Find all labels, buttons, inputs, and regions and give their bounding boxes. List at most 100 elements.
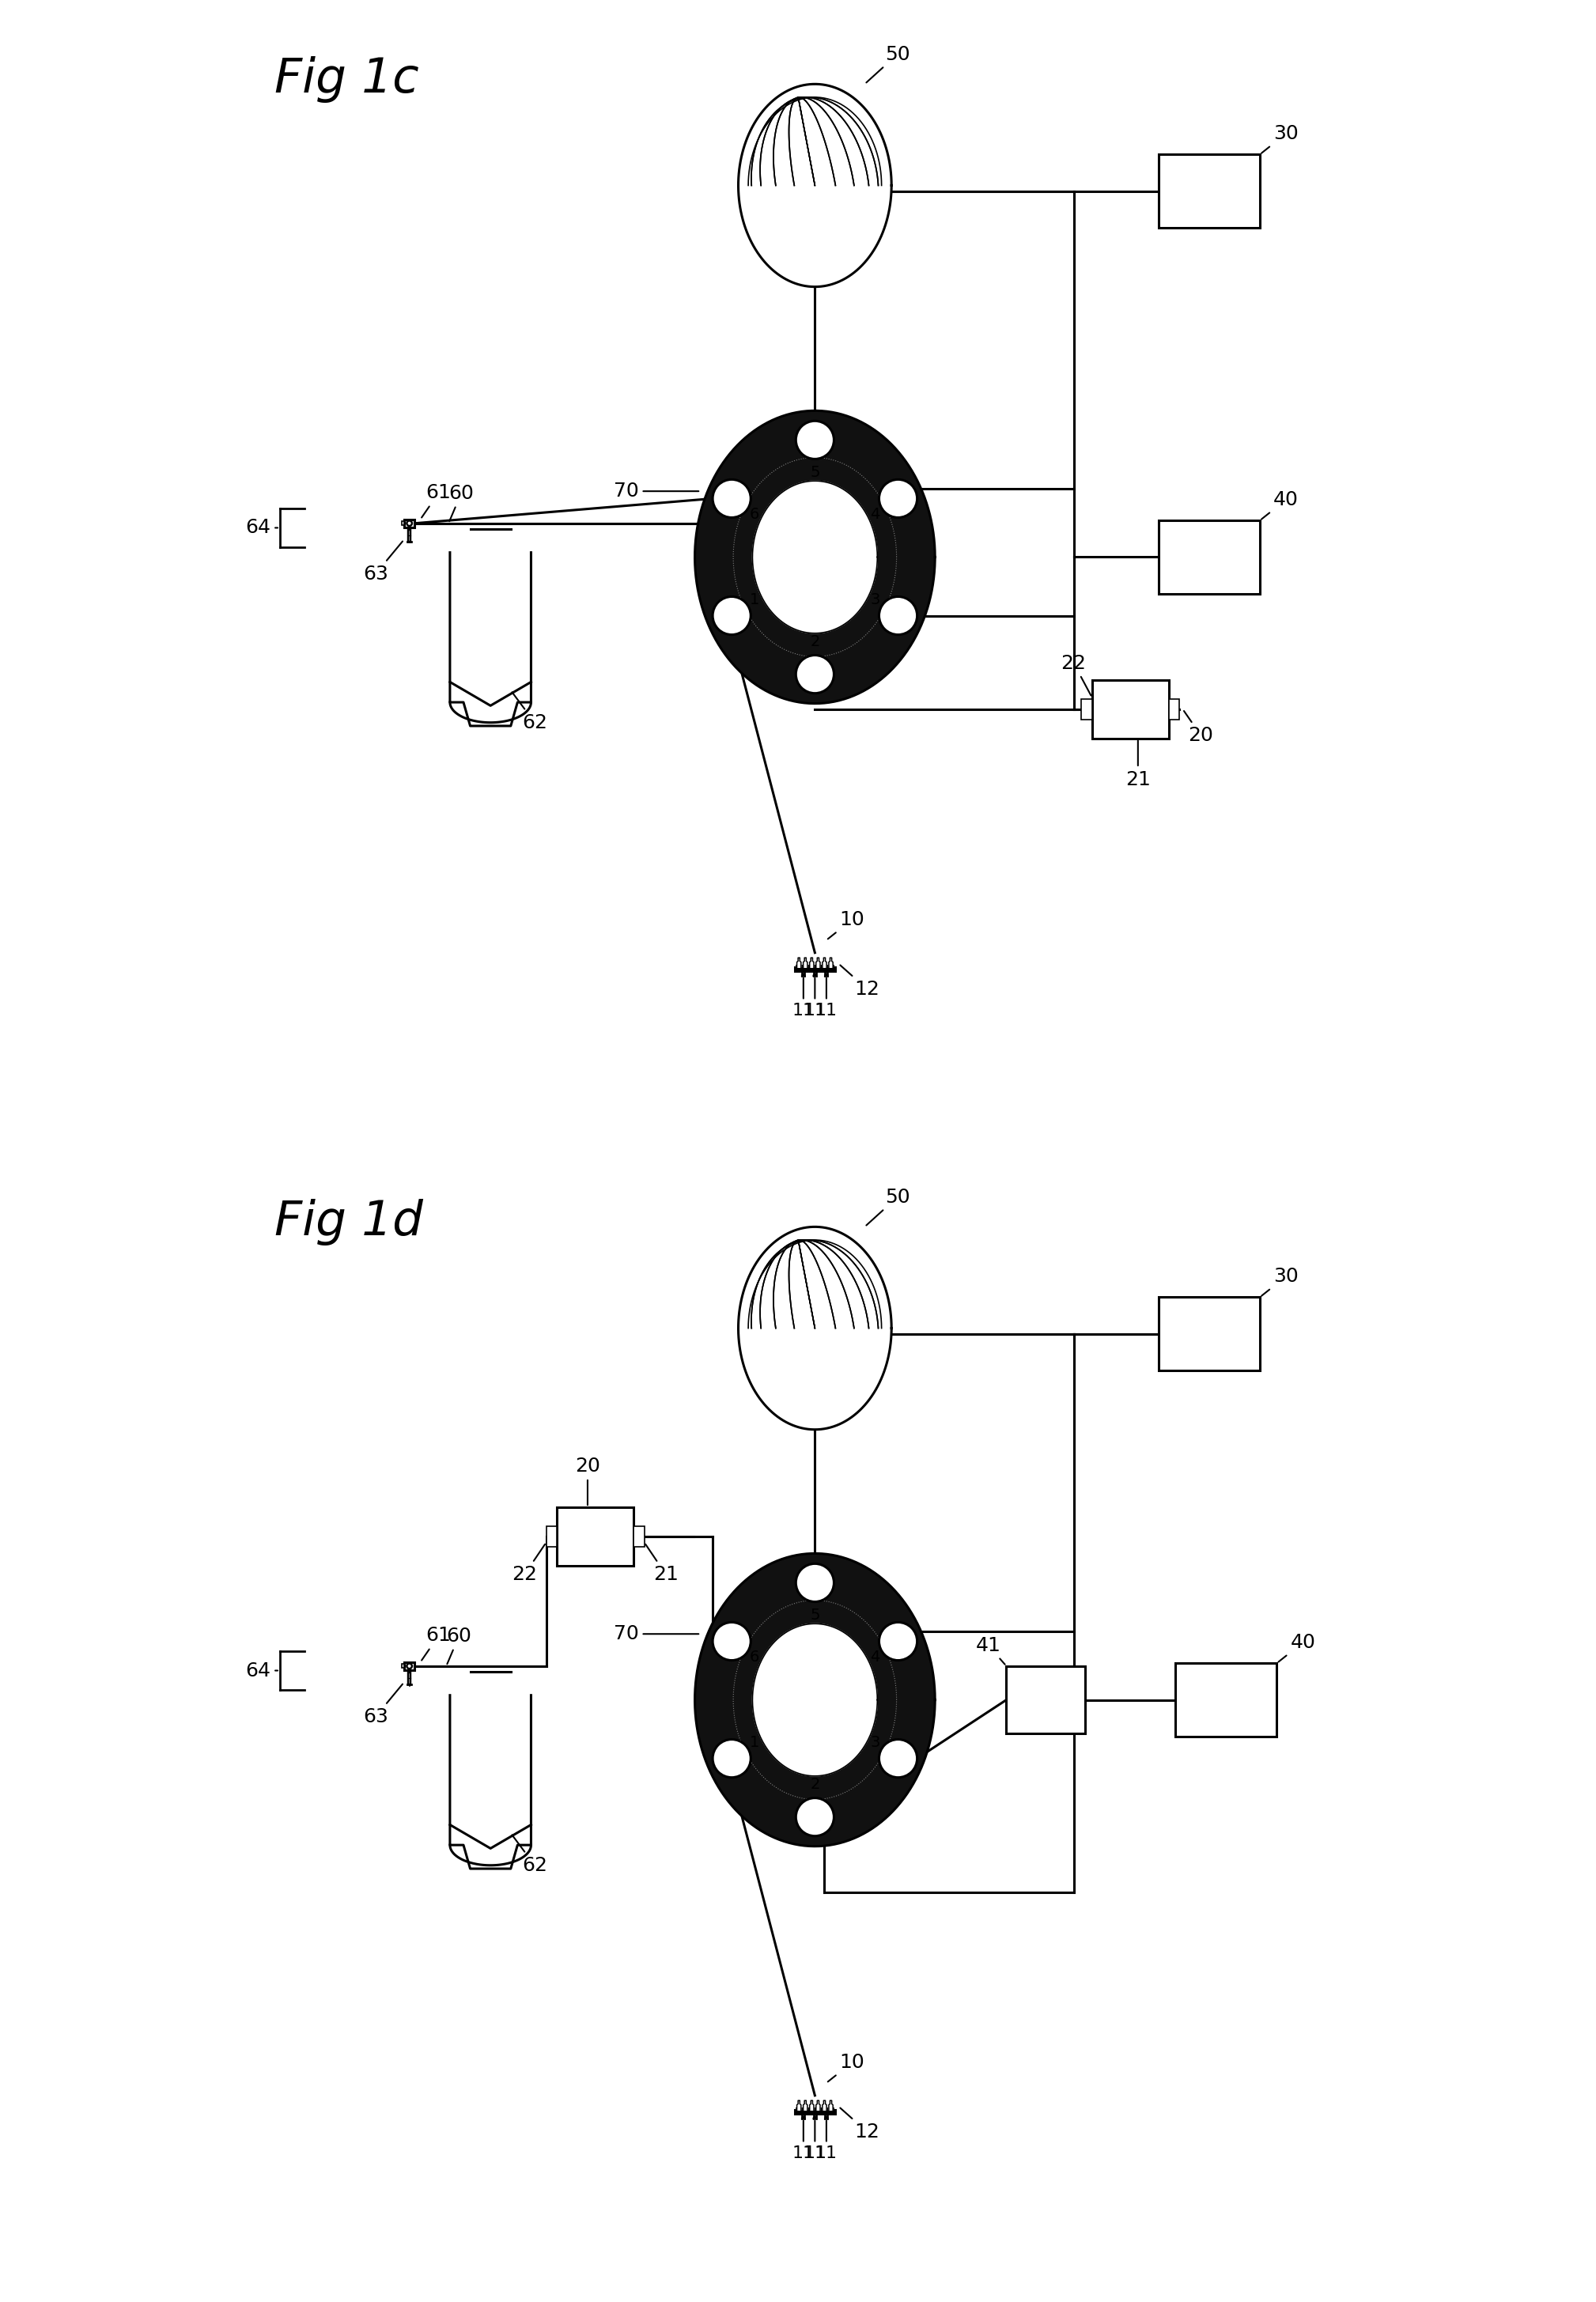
Text: 50: 50 <box>867 44 910 83</box>
Text: 20: 20 <box>575 1457 600 1506</box>
Text: 10: 10 <box>828 2053 865 2081</box>
Text: 11: 11 <box>816 2120 838 2162</box>
FancyBboxPatch shape <box>402 1664 404 1669</box>
Text: 6: 6 <box>750 1651 760 1664</box>
Text: 6: 6 <box>750 506 760 523</box>
Text: 1: 1 <box>750 592 760 608</box>
Polygon shape <box>803 958 808 967</box>
Polygon shape <box>809 2099 814 2111</box>
Text: 11: 11 <box>792 978 814 1020</box>
Text: 64: 64 <box>246 1662 278 1680</box>
Text: 40: 40 <box>1278 1632 1315 1662</box>
Text: 21: 21 <box>645 1545 678 1584</box>
Polygon shape <box>752 481 878 633</box>
Circle shape <box>879 1740 918 1777</box>
FancyBboxPatch shape <box>1159 154 1259 228</box>
Text: 12: 12 <box>839 965 879 999</box>
Text: 22: 22 <box>1061 654 1092 695</box>
Text: 62: 62 <box>512 693 547 732</box>
Text: 50: 50 <box>867 1188 910 1225</box>
Polygon shape <box>816 2099 820 2111</box>
Polygon shape <box>822 2099 827 2111</box>
Text: 2: 2 <box>811 635 820 649</box>
Text: 12: 12 <box>839 2109 879 2141</box>
Polygon shape <box>816 958 820 967</box>
Text: Fig 1d: Fig 1d <box>275 1199 423 1245</box>
FancyBboxPatch shape <box>409 529 410 541</box>
FancyBboxPatch shape <box>1159 1298 1259 1370</box>
Circle shape <box>713 1623 750 1660</box>
Text: 70: 70 <box>614 1625 699 1644</box>
Text: 21: 21 <box>1125 741 1151 790</box>
Circle shape <box>796 1563 835 1602</box>
Text: 1: 1 <box>750 1736 760 1750</box>
Text: 41: 41 <box>975 1637 1005 1664</box>
Circle shape <box>879 1623 918 1660</box>
Polygon shape <box>450 552 531 725</box>
Circle shape <box>796 1798 835 1837</box>
Text: 61: 61 <box>421 483 452 518</box>
Text: 63: 63 <box>362 1685 402 1726</box>
Circle shape <box>713 479 750 518</box>
Text: 30: 30 <box>1261 1266 1299 1296</box>
FancyBboxPatch shape <box>1168 700 1179 721</box>
Polygon shape <box>828 958 833 967</box>
Polygon shape <box>809 958 814 967</box>
Circle shape <box>713 1740 750 1777</box>
Text: 61: 61 <box>421 1625 452 1660</box>
Text: 64: 64 <box>246 518 278 536</box>
Polygon shape <box>694 410 935 704</box>
Circle shape <box>796 656 835 693</box>
Text: 62: 62 <box>512 1835 547 1874</box>
FancyBboxPatch shape <box>546 1526 557 1547</box>
Text: 11: 11 <box>804 978 827 1020</box>
FancyBboxPatch shape <box>795 2111 835 2113</box>
Text: 40: 40 <box>1261 490 1299 520</box>
Polygon shape <box>828 2099 833 2111</box>
Text: 3: 3 <box>870 1736 879 1750</box>
Polygon shape <box>796 2099 801 2111</box>
Text: 30: 30 <box>1261 124 1299 152</box>
FancyBboxPatch shape <box>404 520 415 527</box>
Text: Fig 1c: Fig 1c <box>275 55 418 104</box>
FancyBboxPatch shape <box>634 1526 645 1547</box>
Text: 60: 60 <box>448 483 474 520</box>
Text: 11: 11 <box>804 2120 827 2162</box>
Polygon shape <box>796 958 801 967</box>
Text: 2: 2 <box>811 1777 820 1793</box>
Text: 5: 5 <box>809 465 820 479</box>
FancyBboxPatch shape <box>796 2109 835 2113</box>
Text: 22: 22 <box>512 1545 544 1584</box>
FancyBboxPatch shape <box>796 965 835 971</box>
Polygon shape <box>694 1554 935 1846</box>
Circle shape <box>796 421 835 458</box>
Text: 3: 3 <box>870 592 879 608</box>
Circle shape <box>879 596 918 635</box>
FancyBboxPatch shape <box>795 967 835 971</box>
FancyBboxPatch shape <box>1080 700 1092 721</box>
FancyBboxPatch shape <box>1007 1667 1085 1733</box>
FancyBboxPatch shape <box>404 1662 415 1669</box>
Polygon shape <box>450 1694 531 1869</box>
Text: 10: 10 <box>828 909 865 939</box>
Polygon shape <box>450 702 531 723</box>
Polygon shape <box>803 2099 808 2111</box>
Circle shape <box>713 596 750 635</box>
Circle shape <box>879 479 918 518</box>
Text: 20: 20 <box>1184 711 1213 746</box>
FancyBboxPatch shape <box>409 1671 410 1685</box>
Text: 5: 5 <box>809 1607 820 1623</box>
Polygon shape <box>752 1623 878 1775</box>
Text: 63: 63 <box>362 541 402 582</box>
FancyBboxPatch shape <box>557 1508 634 1565</box>
Text: 4: 4 <box>870 506 879 523</box>
Text: 60: 60 <box>447 1628 471 1664</box>
Polygon shape <box>450 1844 531 1865</box>
Text: 70: 70 <box>614 481 699 502</box>
FancyBboxPatch shape <box>402 520 404 525</box>
FancyBboxPatch shape <box>1092 679 1168 739</box>
Polygon shape <box>822 958 827 967</box>
FancyBboxPatch shape <box>1159 520 1259 594</box>
Text: 4: 4 <box>870 1651 879 1664</box>
Text: 11: 11 <box>816 978 838 1020</box>
